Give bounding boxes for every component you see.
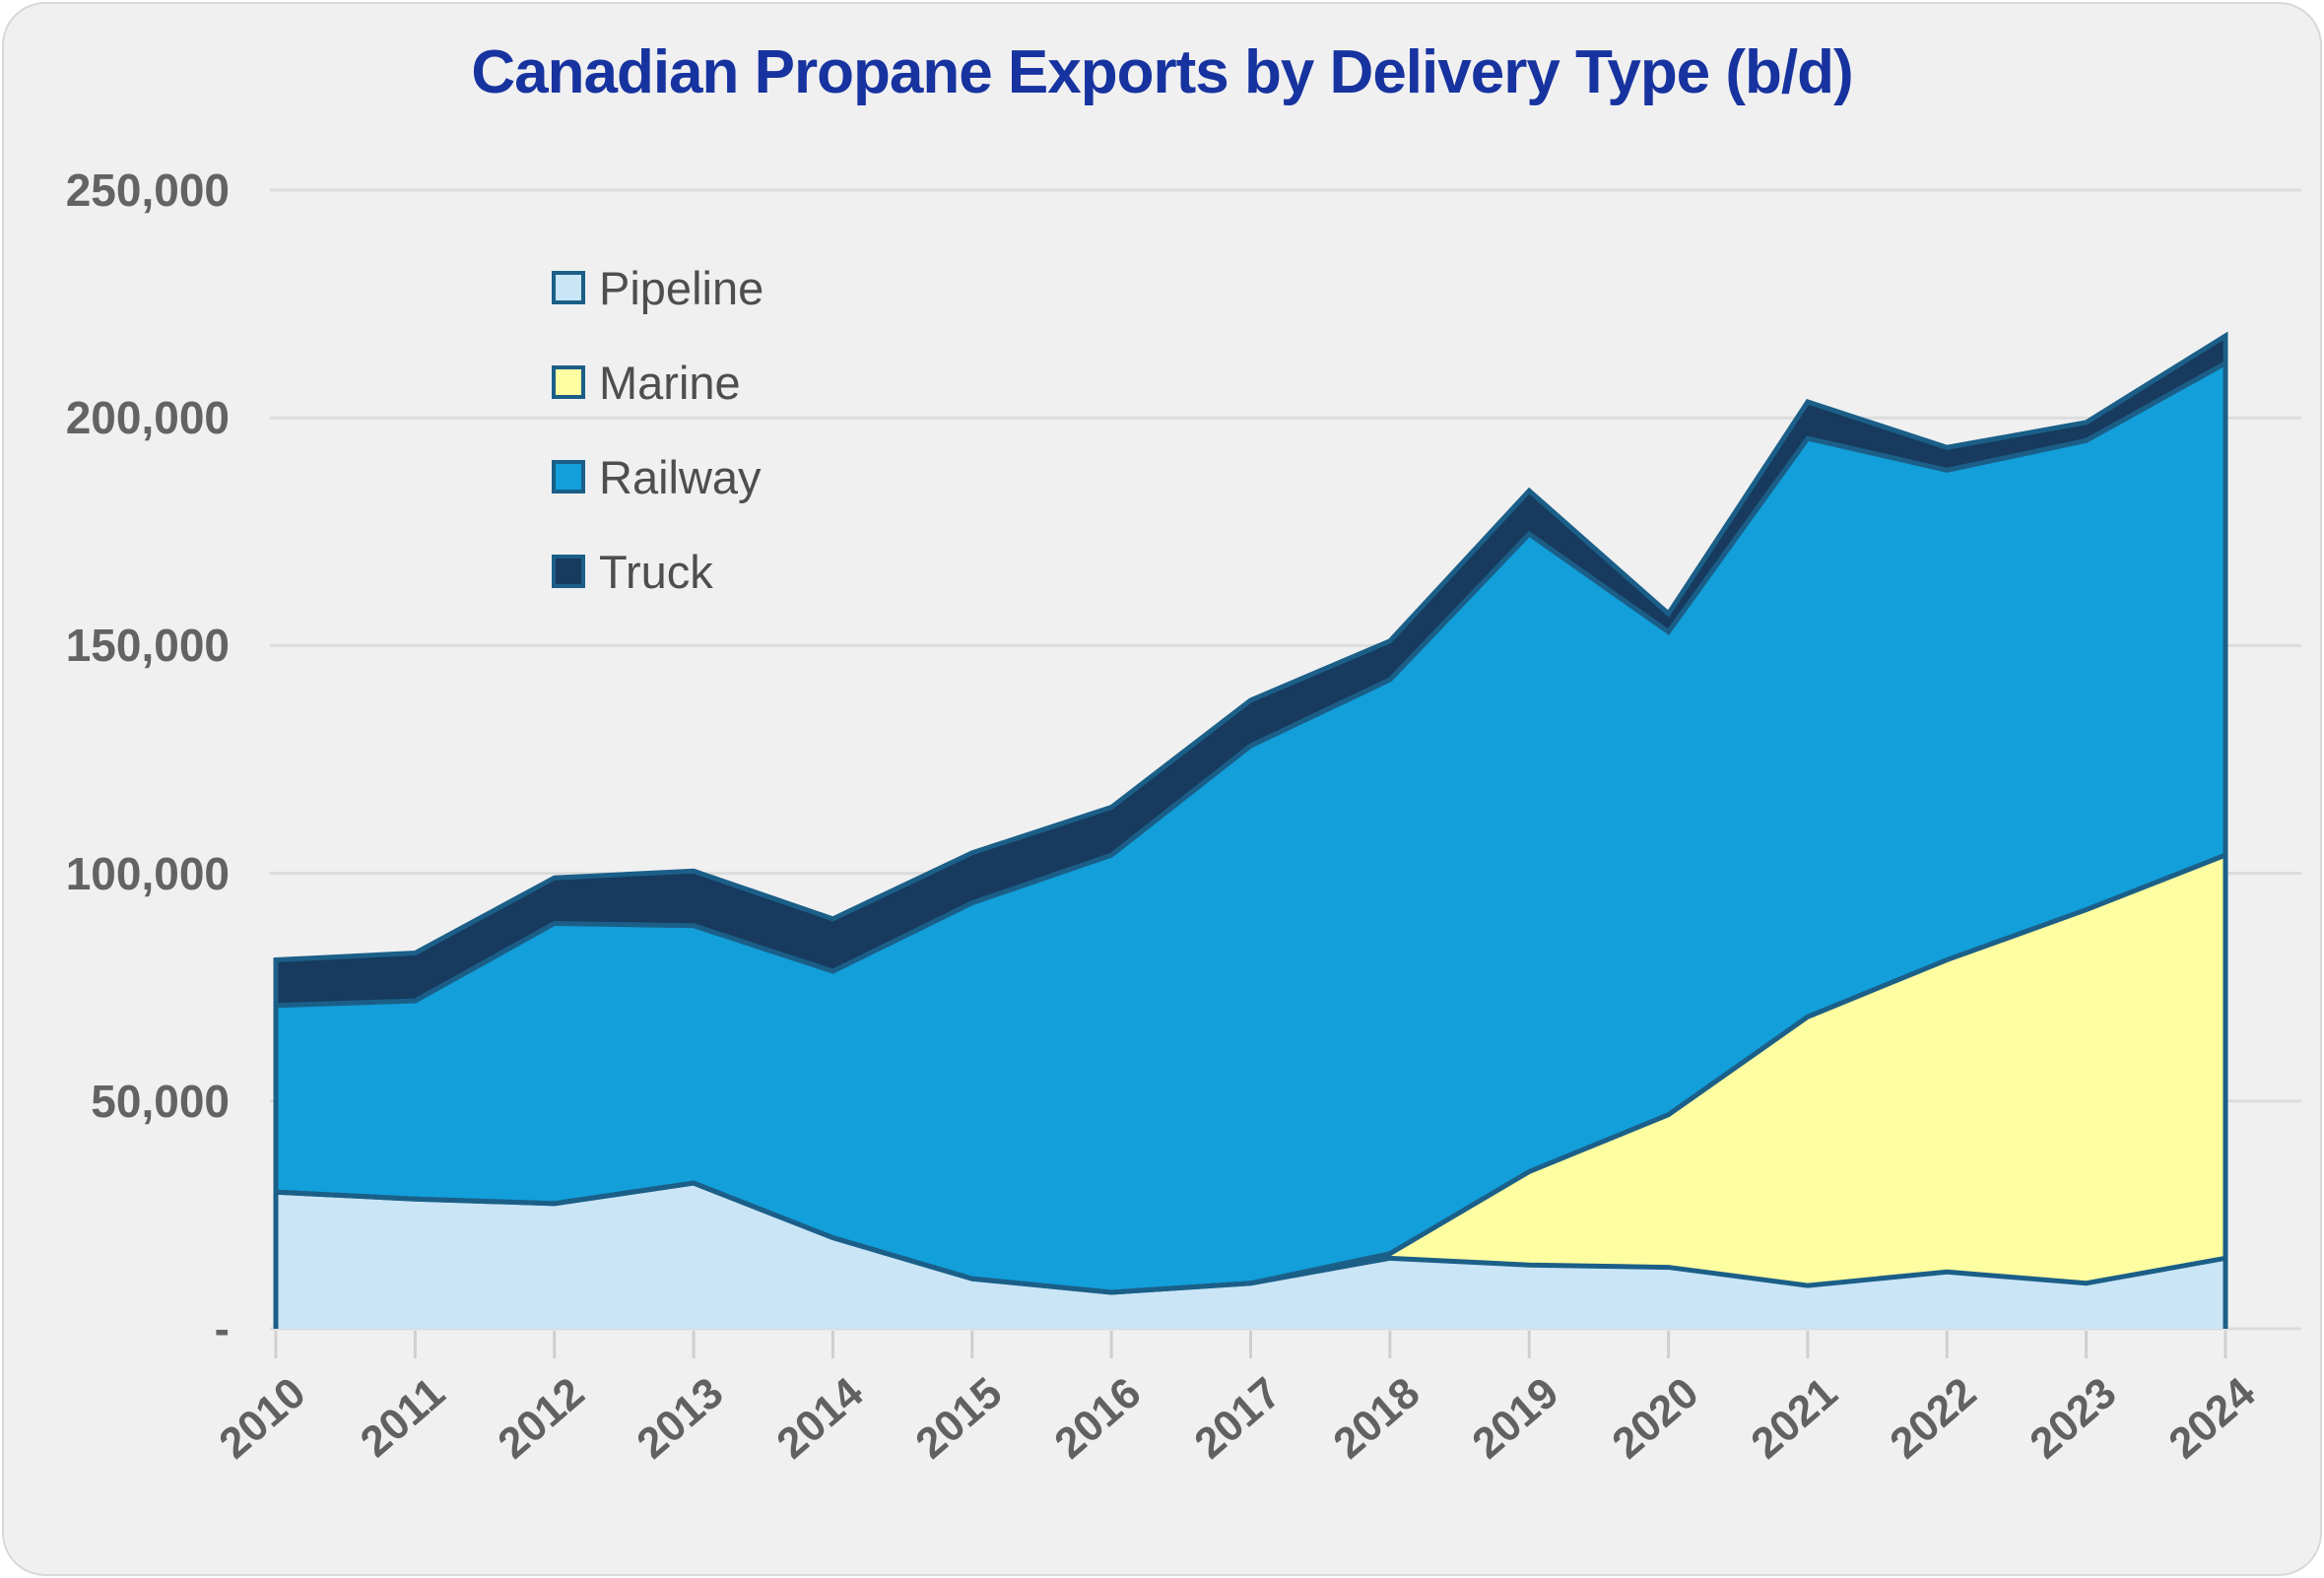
area-marine [276, 855, 2225, 1293]
y-axis-label: 250,000 [65, 164, 230, 216]
boundary-marine [275, 851, 2228, 1295]
boundary-truck [273, 331, 2228, 1006]
area-truck [276, 335, 2225, 1006]
x-axis-ticks [274, 1331, 2227, 1358]
legend-item-marine: Marine [552, 335, 764, 429]
area-pipeline [276, 1183, 2225, 1329]
legend-swatch-truck [552, 555, 585, 588]
legend-item-truck: Truck [552, 524, 764, 619]
legend-swatch-railway [552, 460, 585, 493]
area-boundaries [273, 331, 2228, 1329]
legend-label: Railway [599, 450, 762, 503]
y-axis-label: 50,000 [91, 1075, 230, 1127]
legend-item-railway: Railway [552, 429, 764, 524]
y-axis-label: 150,000 [65, 620, 230, 672]
legend-swatch-pipeline [552, 271, 585, 304]
legend: Pipeline Marine Railway Truck [552, 240, 764, 619]
boundary-railway [273, 359, 2228, 1193]
area-fills [276, 335, 2225, 1329]
chart-title: Canadian Propane Exports by Delivery Typ… [471, 38, 1853, 106]
y-axis-label: 100,000 [65, 847, 230, 899]
area-railway [276, 362, 2225, 1293]
legend-swatch-marine [552, 365, 585, 399]
y-axis-label: - [214, 1303, 230, 1354]
legend-label: Pipeline [599, 261, 764, 314]
legend-label: Marine [599, 356, 741, 409]
legend-item-pipeline: Pipeline [552, 240, 764, 335]
legend-label: Truck [599, 545, 713, 598]
y-axis-label: 200,000 [65, 392, 230, 444]
stacked-area-plot [270, 188, 2301, 1358]
